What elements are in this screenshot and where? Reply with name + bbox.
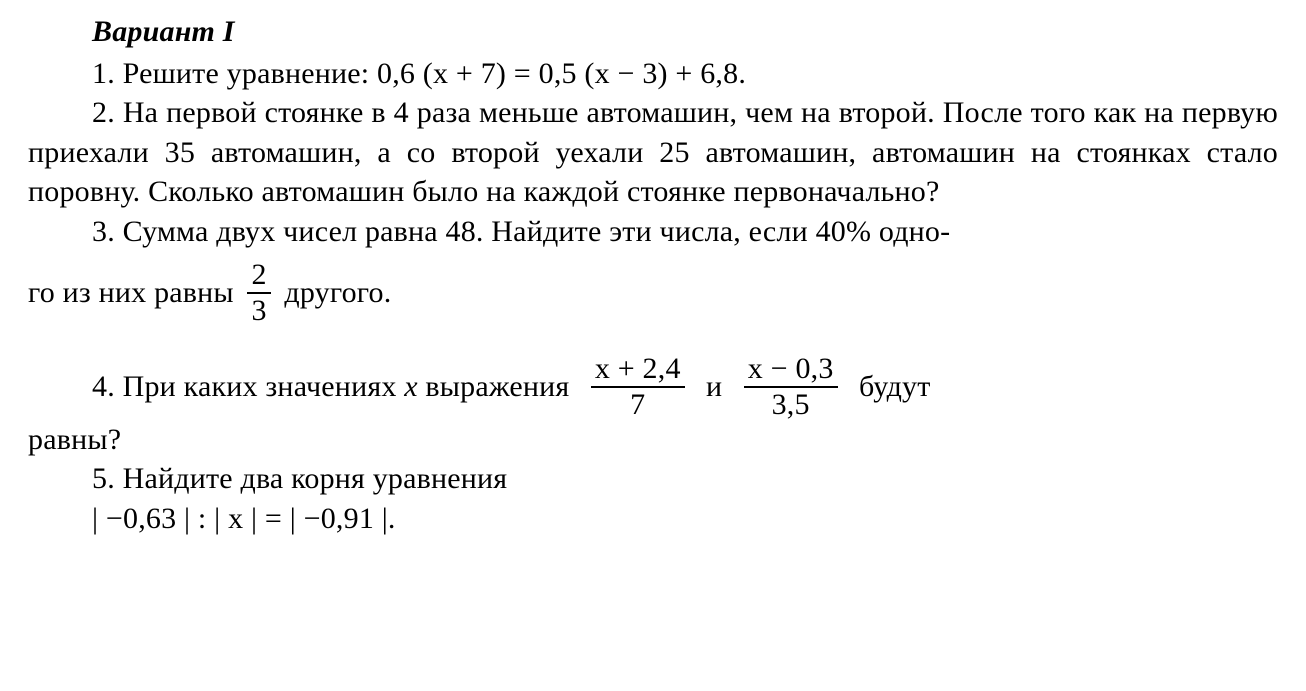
fraction-2-3: 2 3 — [247, 260, 270, 326]
problem-2: 2. На первой стоянке в 4 раза меньше авт… — [28, 93, 1278, 212]
problem-5-line2: | −0,63 | : | x | = | −0,91 |. — [28, 499, 1278, 539]
problem-4-var: x — [404, 367, 418, 407]
problem-4-before: 4. При каких значениях — [92, 367, 404, 407]
problem-3-line1: 3. Сумма двух чисел равна 48. Найдите эт… — [28, 212, 1278, 252]
problem-4-line2: равны? — [28, 420, 1278, 460]
page: Вариант I 1. Решите уравнение: 0,6 (x + … — [0, 0, 1306, 550]
fraction-denominator: 3,5 — [768, 388, 814, 420]
problem-3-line2: го из них равны 2 3 другого. — [28, 260, 1278, 326]
variant-heading: Вариант I — [92, 12, 1278, 52]
problem-4-after: будут — [844, 367, 931, 407]
problem-3-text-after: другого. — [277, 273, 392, 313]
fraction-numerator: x + 2,4 — [591, 354, 685, 386]
fraction-expr-1: x + 2,4 7 — [591, 354, 685, 420]
fraction-expr-2: x − 0,3 3,5 — [744, 354, 838, 420]
problem-4-mid1: выражения — [418, 367, 585, 407]
problem-1: 1. Решите уравнение: 0,6 (x + 7) = 0,5 (… — [28, 54, 1278, 94]
problem-4-line1: 4. При каких значениях x выражения x + 2… — [28, 354, 1278, 420]
problem-5-line1: 5. Найдите два корня уравнения — [28, 459, 1278, 499]
fraction-denominator: 7 — [626, 388, 649, 420]
fraction-denominator: 3 — [247, 294, 270, 326]
problem-3-text-before: го из них равны — [28, 273, 241, 313]
fraction-numerator: 2 — [247, 260, 270, 292]
problem-4-mid2: и — [691, 367, 738, 407]
fraction-numerator: x − 0,3 — [744, 354, 838, 386]
